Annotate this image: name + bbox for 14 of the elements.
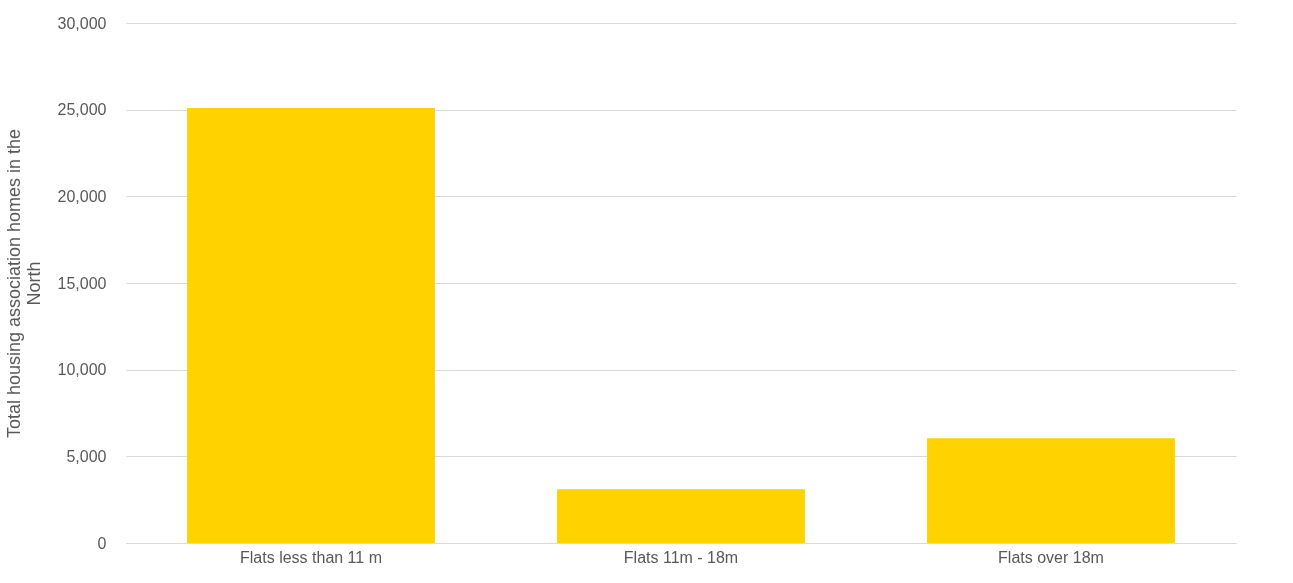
y-tick-label: 10,000 — [57, 361, 107, 379]
x-tick-label: Flats over 18m — [998, 548, 1104, 566]
y-tick-label: 15,000 — [57, 274, 107, 292]
y-tick-label: 0 — [97, 534, 107, 552]
y-tick-label: 25,000 — [57, 101, 107, 119]
bar — [927, 438, 1175, 543]
bar — [557, 489, 805, 543]
bar — [187, 107, 435, 543]
x-tick-label: Flats 11m - 18m — [623, 548, 739, 566]
y-tick-label: 5,000 — [66, 447, 107, 465]
y-axis-title: Total housing association homes in the North — [3, 128, 44, 439]
y-tick-label: 20,000 — [57, 187, 107, 205]
x-tick-label: Flats less than 11 m — [240, 548, 382, 566]
y-tick-label: 30,000 — [57, 14, 107, 32]
